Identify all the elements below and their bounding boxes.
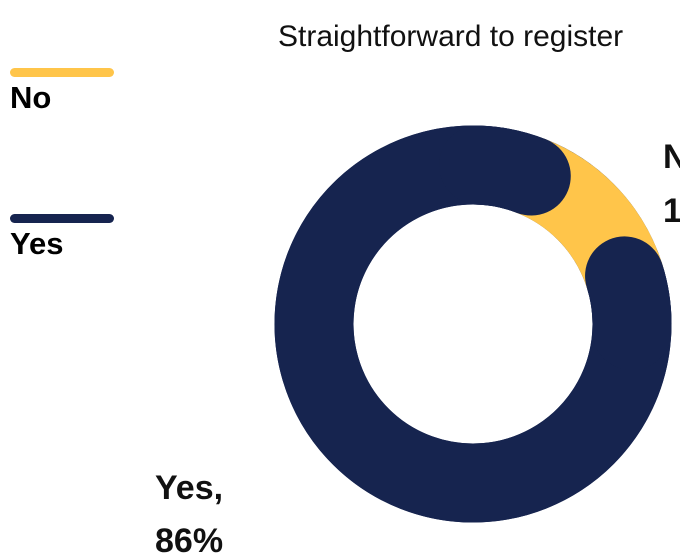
data-label-yes-value: 86%: [155, 522, 223, 557]
legend-item-yes: Yes: [10, 214, 130, 261]
legend-label-yes: Yes: [10, 226, 64, 261]
legend-item-no: No: [10, 68, 130, 115]
data-label-yes-category: Yes,: [155, 469, 223, 507]
legend-swatch-no: [10, 68, 114, 77]
slice-yes-cap: [585, 236, 672, 371]
legend-label-no: No: [10, 80, 52, 115]
legend-swatch-yes: [10, 214, 114, 223]
slice-yes-top-cap: [439, 125, 571, 216]
data-label-no-value: 14%: [663, 192, 680, 230]
data-label-no-category: No,: [663, 138, 680, 176]
chart-title: Straightforward to register: [278, 20, 624, 53]
slice-yes: [274, 125, 672, 523]
